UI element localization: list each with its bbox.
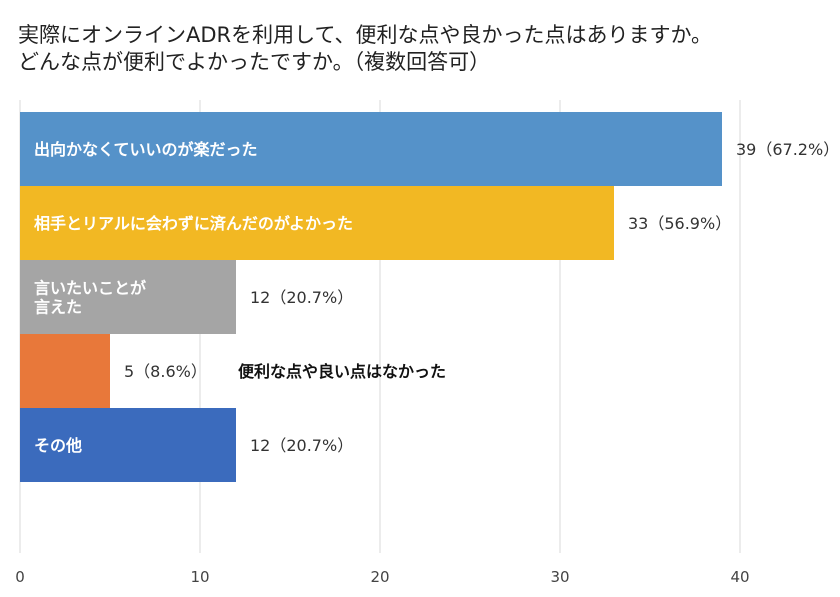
- bar-value-label-0: 39（67.2%）: [736, 140, 839, 159]
- bar-0: [20, 112, 722, 186]
- bar-value-label-2: 12（20.7%）: [250, 288, 353, 307]
- bar-value-label-1: 33（56.9%）: [628, 214, 731, 233]
- bar-category-label-2-line-1: 言えた: [34, 298, 82, 317]
- bar-2: [20, 260, 236, 334]
- chart-title-line-2: どんな点が便利でよかったですか。（複数回答可）: [18, 50, 491, 74]
- bar-category-label-3: 便利な点や良い点はなかった: [238, 362, 446, 381]
- x-tick-label-40: 40: [730, 568, 749, 586]
- bar-3: [20, 334, 110, 408]
- x-tick-label-30: 30: [550, 568, 569, 586]
- chart-title: 実際にオンラインADRを利用して、便利な点や良かった点はありますか。 どんな点が…: [18, 22, 833, 76]
- bar-1: [20, 186, 614, 260]
- bar-category-label-1: 相手とリアルに会わずに済んだのがよかった: [34, 214, 353, 233]
- chart-title-line-1: 実際にオンラインADRを利用して、便利な点や良かった点はありますか。: [18, 23, 713, 47]
- x-tick-label-10: 10: [190, 568, 209, 586]
- bar-4: [20, 408, 236, 482]
- bar-category-label-0: 出向かなくていいのが楽だった: [34, 140, 258, 159]
- bar-category-label-4: その他: [34, 436, 82, 455]
- x-tick-label-20: 20: [370, 568, 389, 586]
- x-tick-label-0: 0: [15, 568, 25, 586]
- bar-category-label-2-line-0: 言いたいことが: [34, 279, 146, 298]
- bar-value-label-4: 12（20.7%）: [250, 436, 353, 455]
- bar-value-label-3: 5（8.6%）: [124, 362, 207, 381]
